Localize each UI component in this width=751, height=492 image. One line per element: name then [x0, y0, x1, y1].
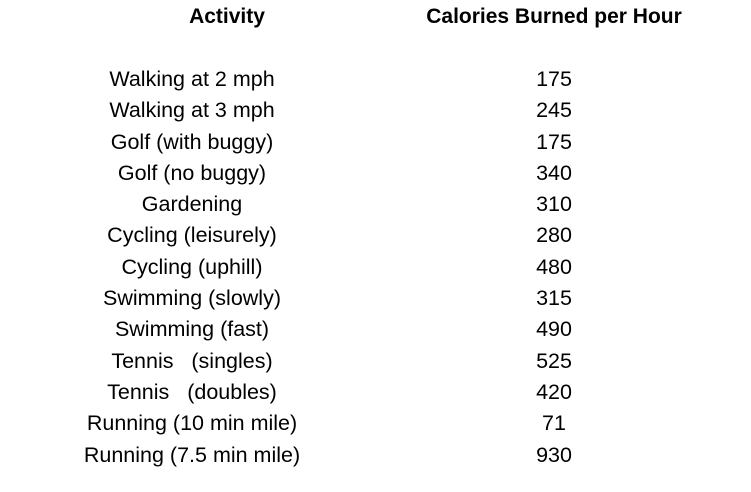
activity-cell: Tennis (doubles): [107, 379, 277, 404]
table-row: Golf (with buggy) 175: [0, 127, 751, 158]
activity-cell: Golf (no buggy): [117, 160, 267, 185]
calories-cell: 525: [536, 348, 572, 373]
column-header-activity: Activity: [189, 5, 265, 28]
calories-cell: 315: [536, 286, 572, 311]
calories-cell: 71: [542, 411, 566, 436]
calories-cell: 930: [536, 442, 572, 467]
table-row: Cycling (leisurely) 280: [0, 220, 751, 251]
activity-cell: Swimming (slowly): [103, 286, 281, 311]
calories-cell: 480: [536, 254, 572, 279]
activity-cell: Running (7.5 min mile): [83, 442, 301, 467]
table-row: Tennis (singles) 525: [0, 346, 751, 377]
calories-cell: 175: [536, 67, 572, 91]
column-header-calories: Calories Burned per Hour: [426, 5, 682, 28]
table-row: Gardening 310: [0, 189, 751, 220]
table-row: Running (10 min mile) 71: [0, 408, 751, 439]
activity-cell: Cycling (uphill): [121, 254, 263, 279]
table-row: Walking at 3 mph 245: [0, 95, 751, 126]
activity-cell: Golf (with buggy): [110, 129, 274, 154]
table-row: Running (7.5 min mile) 930: [0, 440, 751, 471]
calories-cell: 420: [536, 379, 572, 404]
activity-cell: Tennis (singles): [111, 348, 273, 373]
table-row: Cycling (uphill) 480: [0, 252, 751, 283]
table-header: Activity Calories Burned per Hour: [0, 3, 751, 31]
activity-cell: Swimming (fast): [114, 317, 270, 342]
table-row: Swimming (fast) 490: [0, 314, 751, 345]
calories-cell: 280: [536, 223, 572, 248]
table-row: Walking at 2 mph 175: [0, 64, 751, 95]
calories-cell: 245: [536, 98, 572, 123]
activity-cell: Running (10 min mile): [86, 411, 298, 436]
calories-cell: 310: [536, 192, 572, 217]
activity-cell: Gardening: [141, 192, 243, 217]
table-row: Swimming (slowly) 315: [0, 283, 751, 314]
activity-cell: Walking at 2 mph: [109, 67, 275, 91]
activity-cell: Cycling (leisurely): [107, 223, 277, 248]
calories-cell: 175: [536, 129, 572, 154]
calories-cell: 340: [536, 160, 572, 185]
calories-cell: 490: [536, 317, 572, 342]
table-row: Tennis (doubles) 420: [0, 377, 751, 408]
table-body: Walking at 2 mph 175 Walking at 3 mph 24…: [0, 64, 751, 471]
activity-cell: Walking at 3 mph: [109, 98, 275, 123]
table-row: Golf (no buggy) 340: [0, 158, 751, 189]
